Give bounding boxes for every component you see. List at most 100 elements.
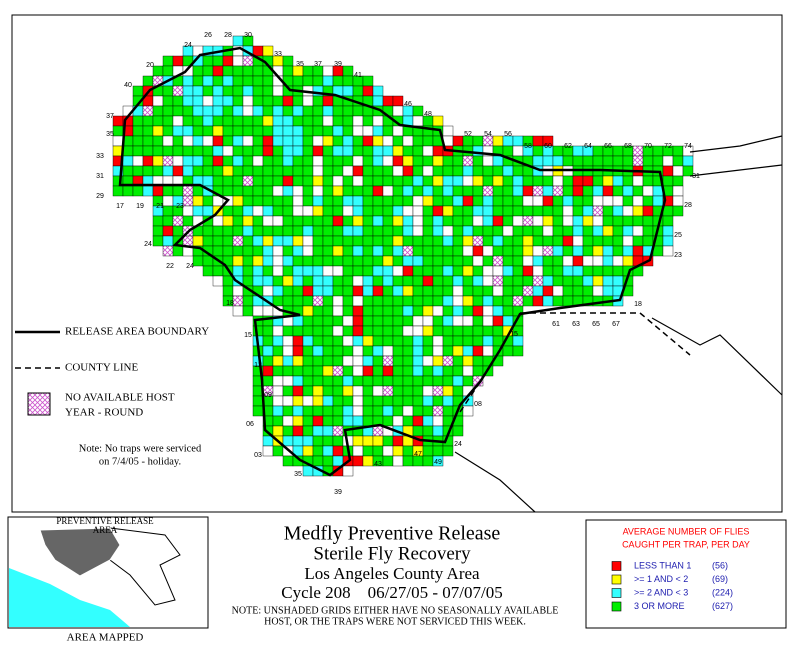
grid-cell <box>592 155 604 167</box>
grid-cell <box>132 185 144 197</box>
grid-cell <box>172 215 184 227</box>
grid-cell <box>352 155 364 167</box>
grid-cell <box>582 175 594 187</box>
grid-cell <box>242 255 254 267</box>
grid-cell <box>602 225 614 237</box>
grid-cell <box>472 285 484 297</box>
grid-cell <box>452 335 464 347</box>
grid-cell <box>172 245 184 257</box>
grid-cell <box>252 65 264 77</box>
grid-cell <box>322 265 334 277</box>
grid-cell <box>642 225 654 237</box>
grid-cell <box>462 335 474 347</box>
grid-cell <box>292 125 304 137</box>
grid-cell <box>492 135 504 147</box>
grid-cell <box>402 185 414 197</box>
grid-cell <box>212 155 224 167</box>
grid-cell <box>432 455 444 467</box>
grid-cell <box>522 175 534 187</box>
grid-cell <box>392 285 404 297</box>
grid-cell <box>422 355 434 367</box>
grid-cell <box>452 345 464 357</box>
grid-cell <box>432 245 444 257</box>
grid-cell <box>172 125 184 137</box>
grid-cell <box>542 295 554 307</box>
grid-cell <box>502 145 514 157</box>
grid-cell <box>502 315 514 327</box>
grid-cell <box>262 175 274 187</box>
grid-cell <box>272 225 284 237</box>
grid-cell <box>262 335 274 347</box>
grid-cell <box>392 295 404 307</box>
grid-cell <box>492 165 504 177</box>
grid-cell <box>572 255 584 267</box>
grid-cell <box>592 285 604 297</box>
grid-cell <box>282 195 294 207</box>
grid-cell <box>192 185 204 197</box>
grid-cell <box>322 375 334 387</box>
grid-cell <box>382 335 394 347</box>
grid-cell <box>422 395 434 407</box>
grid-cell <box>362 235 374 247</box>
grid-cell <box>382 145 394 157</box>
grid-cell <box>342 245 354 257</box>
grid-cell <box>362 205 374 217</box>
grid-cell <box>382 395 394 407</box>
boundary-label: RELEASE AREA BOUNDARY <box>65 326 209 338</box>
grid-cell <box>362 345 374 357</box>
grid-cell <box>352 225 364 237</box>
grid-cell <box>492 195 504 207</box>
grid-cell <box>282 95 294 107</box>
no-host-key <box>27 392 51 416</box>
grid-label: 30 <box>244 32 252 39</box>
grid-cell <box>222 65 234 77</box>
grid-cell <box>362 405 374 417</box>
grid-cell <box>162 195 174 207</box>
grid-cell <box>242 275 254 287</box>
grid-cell <box>312 175 324 187</box>
grid-cell <box>542 155 554 167</box>
grid-cell <box>482 215 494 227</box>
grid-cell <box>642 155 654 167</box>
grid-cell <box>562 215 574 227</box>
grid-cell <box>182 145 194 157</box>
grid-cell <box>562 205 574 217</box>
grid-cell <box>502 195 514 207</box>
grid-cell <box>442 205 454 217</box>
grid-cell <box>272 365 284 377</box>
grid-cell <box>282 275 294 287</box>
grid-cell <box>442 155 454 167</box>
grid-cell <box>122 145 134 157</box>
grid-cell <box>372 255 384 267</box>
grid-cell <box>282 345 294 357</box>
grid-cell <box>412 185 424 197</box>
grid-cell <box>382 165 394 177</box>
grid-cell <box>262 275 274 287</box>
grid-cell <box>542 215 554 227</box>
grid-label: 24 <box>144 241 152 248</box>
grid-cell <box>242 135 254 147</box>
grid-cell <box>152 225 164 237</box>
grid-cell <box>462 275 474 287</box>
grid-cell <box>322 285 334 297</box>
grid-cell <box>502 345 514 357</box>
grid-cell <box>242 235 254 247</box>
grid-cell <box>262 285 274 297</box>
grid-cell <box>472 155 484 167</box>
grid-cell <box>142 115 154 127</box>
grid-cell <box>492 205 504 217</box>
grid-cell <box>132 145 144 157</box>
grid-label: 41 <box>354 72 362 79</box>
grid-label: 58 <box>524 143 532 150</box>
roads <box>454 135 783 513</box>
grid-cell <box>512 255 524 267</box>
grid-cell <box>282 175 294 187</box>
grid-cell <box>292 295 304 307</box>
grid-cell <box>282 115 294 127</box>
grid-cell <box>342 345 354 357</box>
grid-cell <box>272 405 284 417</box>
grid-cell <box>362 455 374 467</box>
grid-cell <box>232 175 244 187</box>
grid-cell <box>662 225 674 237</box>
grid-cell <box>522 285 534 297</box>
